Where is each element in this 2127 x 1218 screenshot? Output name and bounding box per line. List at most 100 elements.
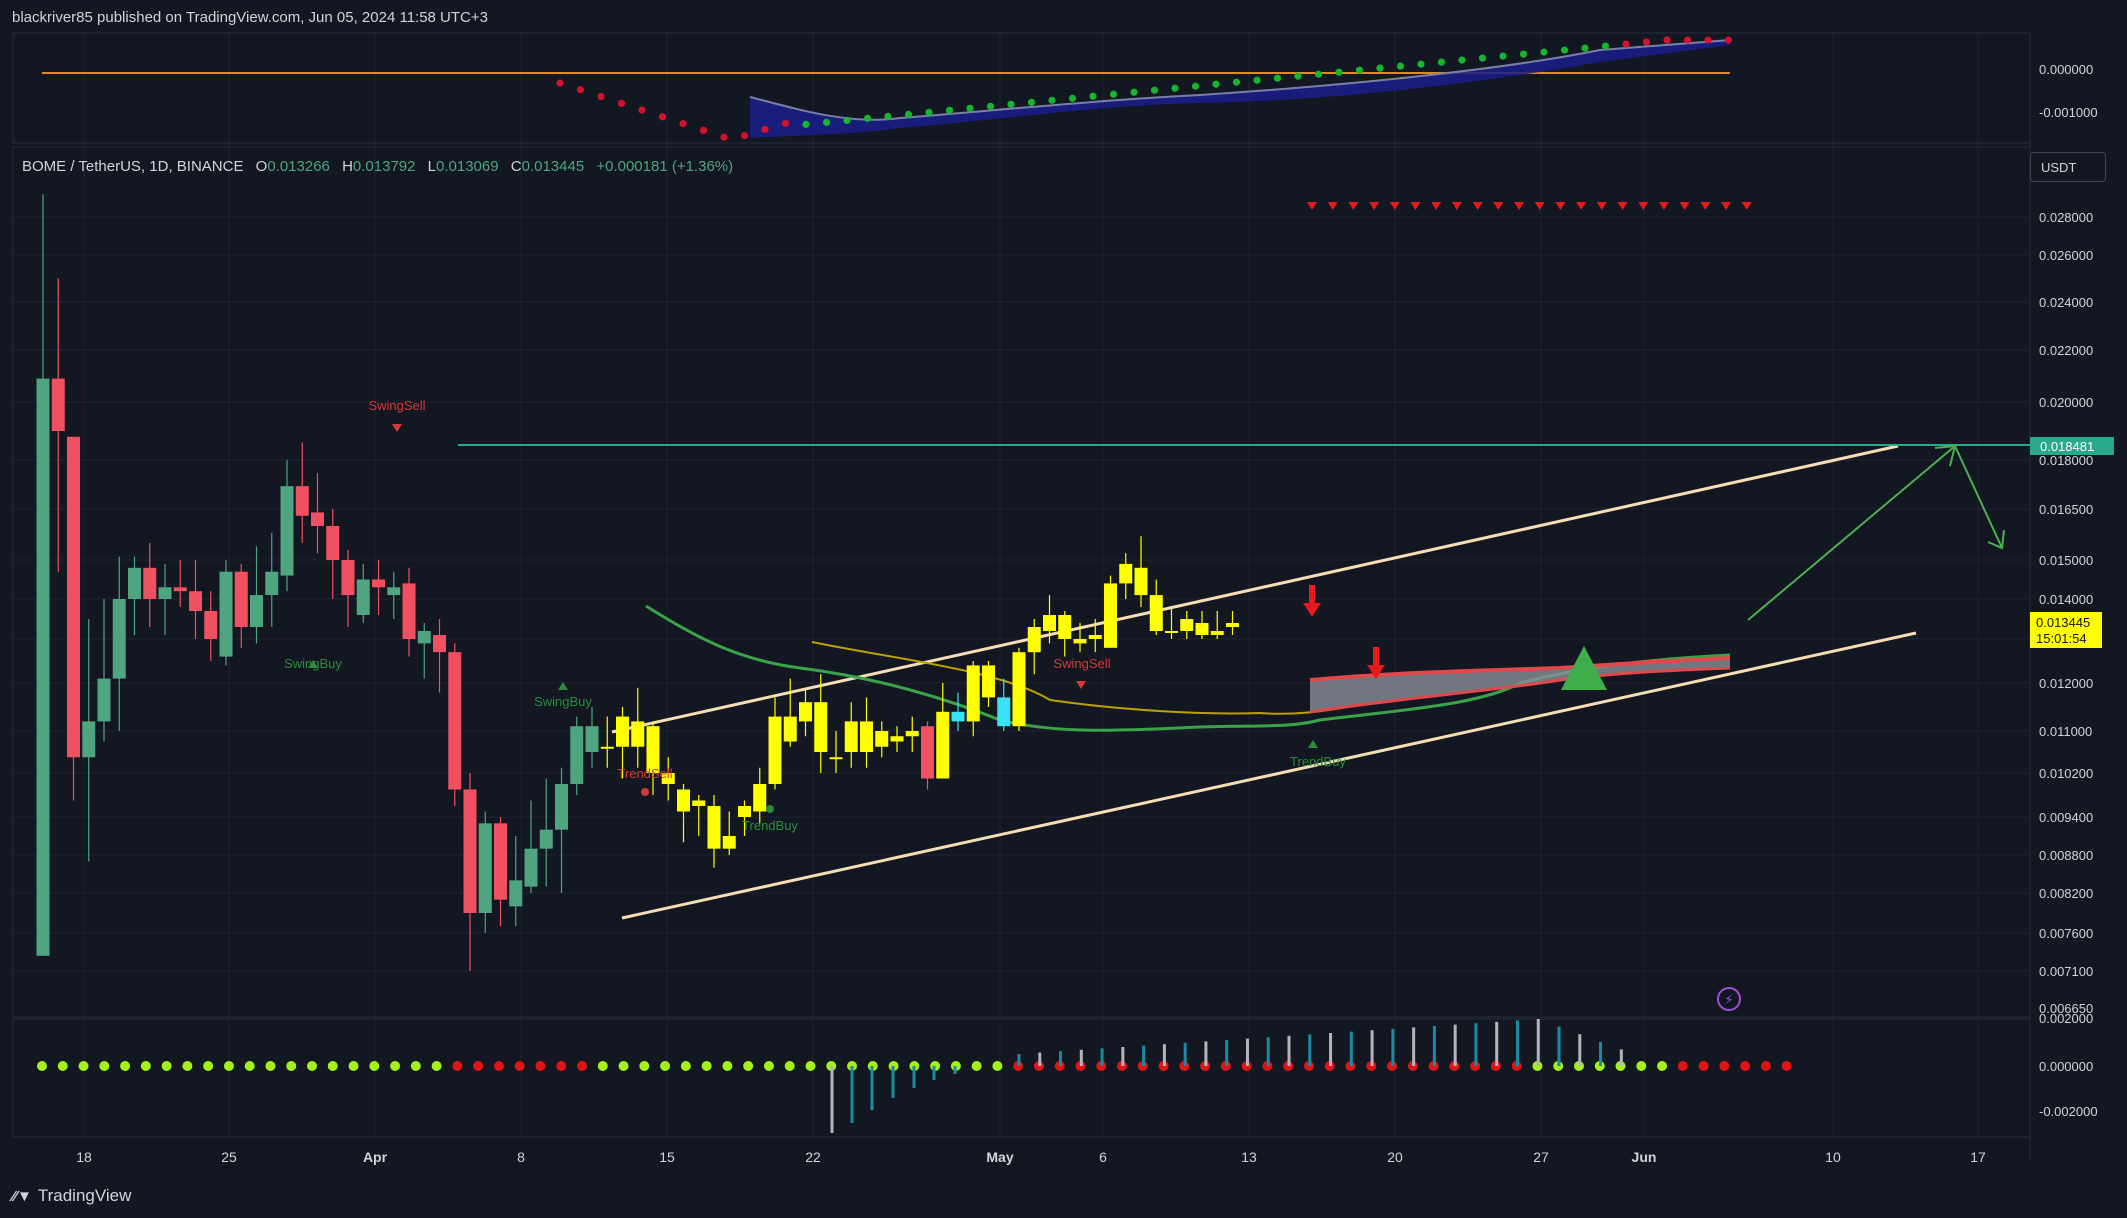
- psar-dot: [1068, 94, 1077, 102]
- tradingview-logo-icon: ⁄⁄▼: [12, 1187, 32, 1205]
- sell-marker: [1534, 202, 1545, 210]
- squeeze-dot: [78, 1061, 89, 1071]
- ma-red-lower: [1309, 666, 1731, 714]
- squeeze-dot: [161, 1061, 172, 1071]
- candle-body: [448, 652, 462, 790]
- candle-body: [570, 726, 584, 784]
- time-axis[interactable]: 18 25 Apr 8 15 22 May 6 13 20 27 Jun 10 17: [76, 1149, 1986, 1165]
- momentum-bar: [1079, 1049, 1083, 1066]
- psar-dot: [1355, 66, 1364, 74]
- price-tick-label: 0.009400: [2039, 810, 2093, 825]
- psar-dot: [1335, 68, 1343, 76]
- momentum-bar: [1515, 1020, 1519, 1066]
- bottom-ind-tick-label: 0.002000: [2039, 1011, 2093, 1026]
- candle-body: [616, 716, 629, 747]
- candle-body: [1012, 652, 1026, 727]
- candle-body: [36, 378, 50, 956]
- sell-marker: [1307, 202, 1317, 210]
- psar-dot: [986, 102, 995, 110]
- candle-body: [1226, 623, 1239, 627]
- squeeze-dot: [1636, 1061, 1647, 1071]
- channel-lower-line: [621, 631, 1917, 920]
- candle-body: [1210, 631, 1224, 635]
- candle-body: [936, 711, 950, 779]
- squeeze-dot: [37, 1061, 47, 1071]
- psar-dot: [1540, 48, 1548, 56]
- psar-dot: [1150, 86, 1159, 94]
- change-value: +0.000181 (+1.36%): [596, 158, 734, 175]
- momentum-bar: [1474, 1023, 1478, 1066]
- squeeze-dot: [120, 1061, 131, 1071]
- momentum-bar: [1495, 1021, 1499, 1066]
- time-tick-label: Apr: [363, 1149, 388, 1165]
- psar-dot: [1212, 80, 1220, 88]
- squeeze-dot: [99, 1061, 110, 1071]
- squeeze-dot: [369, 1061, 380, 1071]
- price-tick-label: 0.011000: [2039, 724, 2092, 739]
- tradingview-logo[interactable]: ⁄⁄▼ TradingView: [12, 1186, 131, 1206]
- candle-body: [707, 806, 721, 849]
- price-tick-label: 0.022000: [2039, 343, 2093, 358]
- top-indicator-pane: [42, 36, 1733, 141]
- psar-dot: [966, 104, 974, 112]
- price-axis[interactable]: 0.028000 0.026000 0.024000 0.022000 0.020000…: [2039, 62, 2098, 1119]
- psar-dot: [1642, 38, 1651, 46]
- signal-label: SwingBuy: [534, 694, 592, 709]
- top-ind-tick-label: -0.001000: [2039, 105, 2098, 120]
- psar-dot: [1130, 88, 1138, 96]
- swing-sell-marker: [1076, 681, 1086, 689]
- candle-body: [433, 635, 446, 653]
- candle-body: [738, 806, 751, 817]
- momentum-bar: [850, 1066, 854, 1123]
- swing-buy-marker: [558, 682, 568, 690]
- last-price-tag: [2030, 612, 2102, 648]
- candle-body: [600, 746, 614, 749]
- candle-body: [280, 486, 294, 576]
- squeeze-dot: [743, 1061, 754, 1071]
- price-tick-label: 0.012000: [2039, 676, 2093, 691]
- sell-marker: [1638, 202, 1649, 210]
- psar-dot: [699, 126, 708, 134]
- psar-dot: [925, 108, 933, 116]
- psar-dot: [1376, 64, 1384, 72]
- price-tick-label: 0.024000: [2039, 295, 2093, 310]
- squeeze-dot: [1657, 1061, 1668, 1071]
- candle-body: [677, 789, 690, 812]
- sell-marker: [1700, 202, 1711, 210]
- sell-marker: [1327, 202, 1338, 210]
- signal-cloud: [750, 40, 1730, 138]
- grid-lines: [13, 33, 2030, 1137]
- momentum-bar: [1599, 1041, 1603, 1066]
- signal-label: TrendBuy: [1290, 754, 1346, 769]
- price-tick-label: 0.008200: [2039, 886, 2093, 901]
- signal-label: SwingSell: [368, 398, 425, 413]
- target-price-tag: [2030, 437, 2114, 455]
- symbol-title[interactable]: BOME / TetherUS, 1D, BINANCE: [22, 158, 244, 175]
- currency-button[interactable]: USDT: [2030, 152, 2106, 182]
- momentum-bar: [1453, 1024, 1457, 1066]
- squeeze-dot: [140, 1061, 151, 1071]
- price-tick-label: 0.016500: [2039, 502, 2093, 517]
- squeeze-dot: [597, 1061, 608, 1071]
- squeeze-dot: [1677, 1061, 1688, 1071]
- squeeze-dot: [1760, 1061, 1771, 1071]
- psar-dot: [802, 120, 810, 129]
- psar-dot: [576, 86, 585, 94]
- psar-dot: [761, 125, 769, 134]
- momentum-bar: [1370, 1030, 1374, 1066]
- candle-body: [82, 721, 96, 758]
- published-header: blackriver85 published on TradingView.co…: [12, 9, 488, 26]
- candle-body: [844, 721, 858, 752]
- candle-body: [97, 678, 111, 722]
- sell-marker: [1721, 202, 1731, 210]
- candle-body: [387, 587, 401, 596]
- candle-body: [173, 587, 187, 592]
- psar-dot: [1027, 98, 1036, 106]
- psar-dot: [1704, 36, 1712, 44]
- psar-dot: [658, 113, 667, 121]
- momentum-bar: [1183, 1042, 1187, 1066]
- price-channel: [458, 444, 2030, 920]
- squeeze-dot: [493, 1061, 504, 1071]
- squeeze-dot: [265, 1061, 276, 1071]
